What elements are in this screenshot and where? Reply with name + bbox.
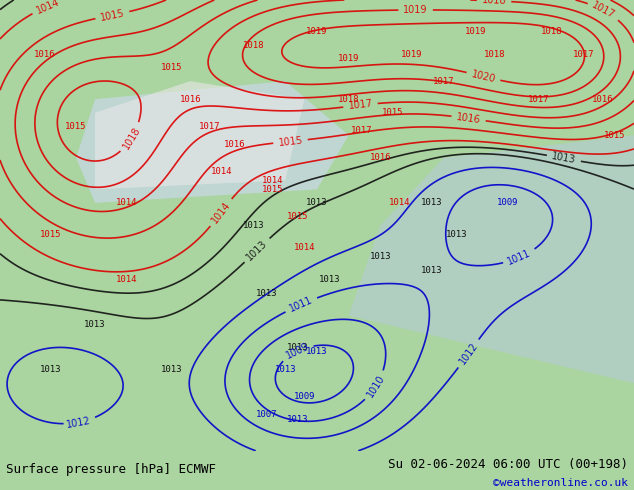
Text: 1015: 1015 (262, 185, 283, 194)
Text: 1016: 1016 (592, 95, 613, 104)
Text: 1018: 1018 (482, 0, 507, 6)
Text: 1013: 1013 (306, 198, 328, 207)
Text: 1017: 1017 (528, 95, 550, 104)
Text: 1017: 1017 (590, 0, 617, 21)
Text: 1016: 1016 (370, 153, 391, 162)
Text: Surface pressure [hPa] ECMWF: Surface pressure [hPa] ECMWF (6, 463, 216, 476)
Polygon shape (76, 81, 349, 203)
Text: 1011: 1011 (288, 295, 314, 314)
Text: 1018: 1018 (243, 41, 264, 49)
Text: 1015: 1015 (287, 212, 309, 221)
Text: 1014: 1014 (211, 167, 233, 176)
Text: 1014: 1014 (35, 0, 61, 16)
Text: 1015: 1015 (65, 122, 87, 131)
Text: 1018: 1018 (338, 95, 359, 104)
Text: 1013: 1013 (160, 365, 182, 374)
Text: 1013: 1013 (319, 275, 340, 284)
Text: 1019: 1019 (306, 27, 328, 36)
Text: 1017: 1017 (351, 126, 372, 135)
Text: 1015: 1015 (278, 135, 303, 147)
Text: 1015: 1015 (604, 131, 626, 140)
Text: 1014: 1014 (210, 200, 233, 225)
Text: 1019: 1019 (401, 49, 423, 59)
Text: ©weatheronline.co.uk: ©weatheronline.co.uk (493, 478, 628, 488)
Text: 1018: 1018 (541, 27, 562, 36)
Text: 1015: 1015 (100, 8, 126, 23)
Text: 1017: 1017 (347, 99, 373, 112)
Text: 1012: 1012 (457, 341, 480, 367)
Text: 1010: 1010 (365, 373, 387, 399)
Text: 1014: 1014 (389, 198, 410, 207)
Text: 1015: 1015 (382, 108, 404, 117)
Text: 1013: 1013 (551, 151, 577, 165)
Text: 1017: 1017 (433, 76, 455, 86)
Text: 1013: 1013 (287, 343, 309, 352)
Text: 1009: 1009 (284, 342, 311, 361)
Text: 1016: 1016 (34, 49, 55, 59)
Text: 1017: 1017 (573, 49, 594, 59)
Text: 1015: 1015 (40, 230, 61, 239)
Text: 1016: 1016 (456, 112, 481, 125)
Text: 1009: 1009 (496, 198, 518, 207)
Text: 1012: 1012 (65, 415, 91, 429)
Text: 1014: 1014 (294, 244, 315, 252)
Text: 1013: 1013 (245, 238, 269, 262)
Polygon shape (349, 135, 634, 383)
Text: 1013: 1013 (370, 252, 391, 262)
Text: 1016: 1016 (224, 140, 245, 149)
Text: 1013: 1013 (84, 320, 106, 329)
Text: 1014: 1014 (116, 275, 138, 284)
Text: 1017: 1017 (198, 122, 220, 131)
Text: 1013: 1013 (306, 347, 328, 356)
Text: 1013: 1013 (40, 365, 61, 374)
Text: 1013: 1013 (243, 221, 264, 230)
Text: 1013: 1013 (420, 198, 442, 207)
Text: 1013: 1013 (275, 365, 296, 374)
Text: 1013: 1013 (287, 415, 309, 424)
Text: 1019: 1019 (465, 27, 486, 36)
Text: 1007: 1007 (256, 410, 277, 419)
Text: 1019: 1019 (338, 54, 359, 63)
Text: 1013: 1013 (446, 230, 467, 239)
Text: 1020: 1020 (470, 69, 496, 84)
Text: 1013: 1013 (420, 266, 442, 275)
Text: 1014: 1014 (262, 176, 283, 185)
Text: 1016: 1016 (179, 95, 201, 104)
Polygon shape (95, 81, 304, 189)
Text: 1015: 1015 (160, 63, 182, 72)
Text: Su 02-06-2024 06:00 UTC (00+198): Su 02-06-2024 06:00 UTC (00+198) (387, 458, 628, 471)
Text: 1011: 1011 (507, 248, 533, 267)
Text: 1009: 1009 (294, 392, 315, 401)
Text: 1013: 1013 (256, 289, 277, 297)
Text: 1018: 1018 (484, 49, 505, 59)
Text: 1019: 1019 (403, 5, 428, 15)
Text: 1018: 1018 (120, 125, 142, 151)
Text: 1014: 1014 (116, 198, 138, 207)
